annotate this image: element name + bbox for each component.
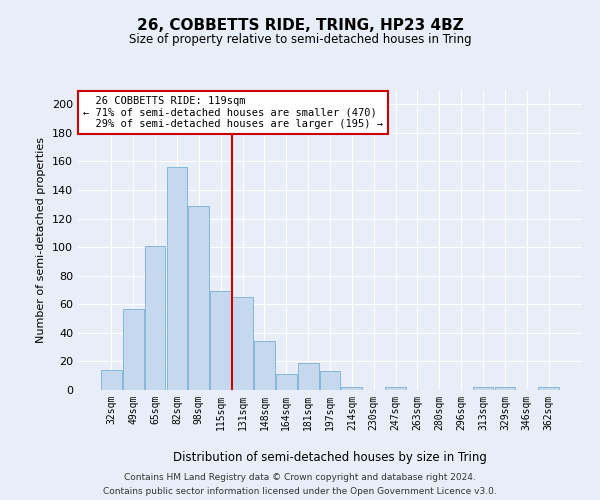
Bar <box>145 246 166 390</box>
Y-axis label: Number of semi-detached properties: Number of semi-detached properties <box>37 137 46 343</box>
Text: 26 COBBETTS RIDE: 119sqm
← 71% of semi-detached houses are smaller (470)
  29% o: 26 COBBETTS RIDE: 119sqm ← 71% of semi-d… <box>83 96 383 129</box>
Bar <box>298 363 319 390</box>
Text: 26, COBBETTS RIDE, TRING, HP23 4BZ: 26, COBBETTS RIDE, TRING, HP23 4BZ <box>137 18 463 32</box>
Bar <box>188 206 209 390</box>
Bar <box>473 387 493 390</box>
Text: Distribution of semi-detached houses by size in Tring: Distribution of semi-detached houses by … <box>173 451 487 464</box>
Text: Contains public sector information licensed under the Open Government Licence v3: Contains public sector information licen… <box>103 486 497 496</box>
Bar <box>123 308 143 390</box>
Bar <box>276 374 296 390</box>
Text: Contains HM Land Registry data © Crown copyright and database right 2024.: Contains HM Land Registry data © Crown c… <box>124 473 476 482</box>
Bar <box>232 297 253 390</box>
Bar <box>341 387 362 390</box>
Bar <box>385 387 406 390</box>
Bar <box>101 370 122 390</box>
Bar <box>320 372 340 390</box>
Bar <box>167 167 187 390</box>
Text: Size of property relative to semi-detached houses in Tring: Size of property relative to semi-detach… <box>128 32 472 46</box>
Bar <box>538 387 559 390</box>
Bar <box>494 387 515 390</box>
Bar <box>254 342 275 390</box>
Bar <box>210 292 231 390</box>
